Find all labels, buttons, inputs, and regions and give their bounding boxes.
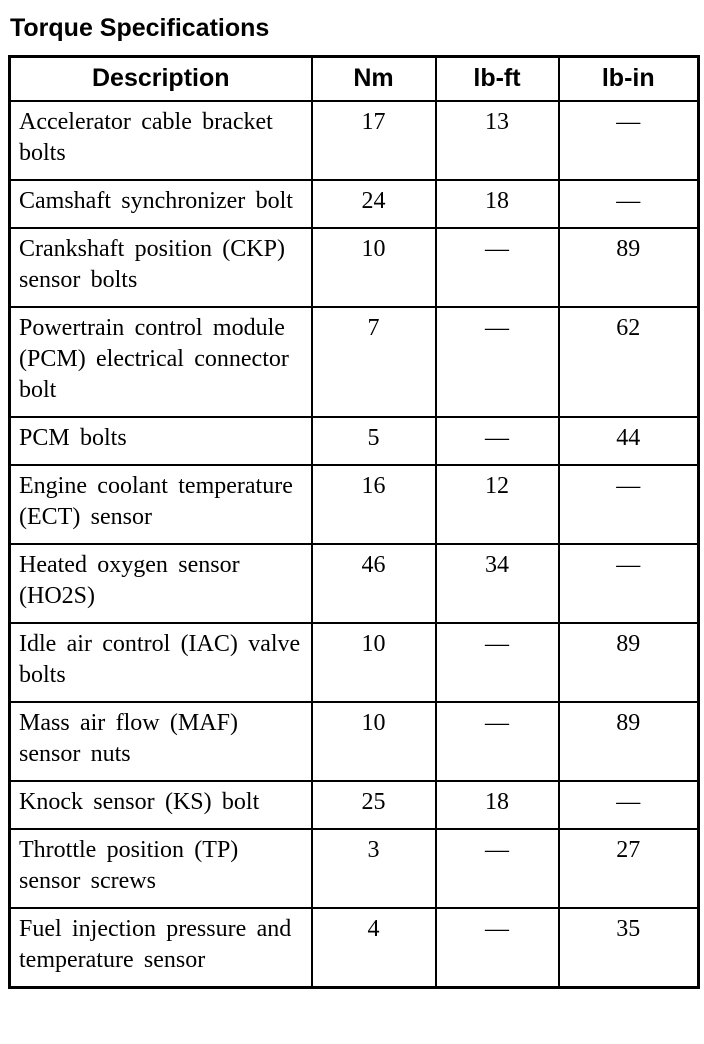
nm-value-cell: 7 xyxy=(310,306,437,418)
description-cell: Crankshaft position (CKP) sensor bolts xyxy=(8,227,313,308)
table-row: Heated oxygen sensor (HO2S) 46 34 — xyxy=(8,543,700,624)
table-row: Mass air flow (MAF) sensor nuts 10 — 89 xyxy=(8,701,700,782)
col-header-nm: Nm xyxy=(310,55,437,102)
lb-in-value-cell: 27 xyxy=(557,828,700,909)
lb-ft-value-cell: 13 xyxy=(434,100,560,181)
col-header-lb-ft: lb-ft xyxy=(434,55,560,102)
description-cell: Heated oxygen sensor (HO2S) xyxy=(8,543,313,624)
col-header-description: Description xyxy=(8,55,313,102)
description-cell: PCM bolts xyxy=(8,416,313,466)
table-row: Engine coolant temperature (ECT) sensor … xyxy=(8,464,700,545)
description-cell: Accelerator cable bracket bolts xyxy=(8,100,313,181)
lb-in-value-cell: 35 xyxy=(557,907,700,989)
lb-ft-value-cell: — xyxy=(434,416,560,466)
nm-value-cell: 3 xyxy=(310,828,437,909)
description-cell: Knock sensor (KS) bolt xyxy=(8,780,313,830)
lb-ft-value-cell: — xyxy=(434,306,560,418)
torque-specifications-table: Description Nm lb-ft lb-in Accelerator c… xyxy=(8,55,700,989)
nm-value-cell: 17 xyxy=(310,100,437,181)
nm-value-cell: 5 xyxy=(310,416,437,466)
description-cell: Throttle position (TP) sensor screws xyxy=(8,828,313,909)
lb-ft-value-cell: — xyxy=(434,622,560,703)
table-row: Knock sensor (KS) bolt 25 18 — xyxy=(8,780,700,830)
description-cell: Mass air flow (MAF) sensor nuts xyxy=(8,701,313,782)
table-row: Crankshaft position (CKP) sensor bolts 1… xyxy=(8,227,700,308)
lb-ft-value-cell: 12 xyxy=(434,464,560,545)
description-cell: Engine coolant temperature (ECT) sensor xyxy=(8,464,313,545)
nm-value-cell: 16 xyxy=(310,464,437,545)
table-row: Camshaft synchronizer bolt 24 18 — xyxy=(8,179,700,229)
lb-in-value-cell: — xyxy=(557,543,700,624)
table-row: Idle air control (IAC) valve bolts 10 — … xyxy=(8,622,700,703)
lb-ft-value-cell: 18 xyxy=(434,780,560,830)
header-row: Description Nm lb-ft lb-in xyxy=(8,55,700,102)
description-cell: Camshaft synchronizer bolt xyxy=(8,179,313,229)
nm-value-cell: 25 xyxy=(310,780,437,830)
lb-in-value-cell: 62 xyxy=(557,306,700,418)
lb-in-value-cell: — xyxy=(557,780,700,830)
table-row: Accelerator cable bracket bolts 17 13 — xyxy=(8,100,700,181)
description-cell: Powertrain control module (PCM) electric… xyxy=(8,306,313,418)
lb-ft-value-cell: 18 xyxy=(434,179,560,229)
lb-in-value-cell: 89 xyxy=(557,622,700,703)
lb-ft-value-cell: — xyxy=(434,227,560,308)
lb-in-value-cell: — xyxy=(557,179,700,229)
lb-in-value-cell: — xyxy=(557,100,700,181)
lb-in-value-cell: 44 xyxy=(557,416,700,466)
nm-value-cell: 46 xyxy=(310,543,437,624)
table-row: Fuel injection pressure and temperature … xyxy=(8,907,700,989)
page-title: Torque Specifications xyxy=(10,14,270,42)
lb-ft-value-cell: — xyxy=(434,701,560,782)
description-cell: Fuel injection pressure and temperature … xyxy=(8,907,313,989)
nm-value-cell: 10 xyxy=(310,701,437,782)
description-cell: Idle air control (IAC) valve bolts xyxy=(8,622,313,703)
col-header-lb-in: lb-in xyxy=(557,55,700,102)
table-row: PCM bolts 5 — 44 xyxy=(8,416,700,466)
nm-value-cell: 10 xyxy=(310,227,437,308)
table-row: Throttle position (TP) sensor screws 3 —… xyxy=(8,828,700,909)
lb-in-value-cell: 89 xyxy=(557,227,700,308)
lb-in-value-cell: 89 xyxy=(557,701,700,782)
nm-value-cell: 10 xyxy=(310,622,437,703)
lb-ft-value-cell: — xyxy=(434,828,560,909)
lb-ft-value-cell: — xyxy=(434,907,560,989)
lb-in-value-cell: — xyxy=(557,464,700,545)
table-body: Accelerator cable bracket bolts 17 13 — … xyxy=(8,100,700,989)
nm-value-cell: 4 xyxy=(310,907,437,989)
table-row: Powertrain control module (PCM) electric… xyxy=(8,306,700,418)
lb-ft-value-cell: 34 xyxy=(434,543,560,624)
nm-value-cell: 24 xyxy=(310,179,437,229)
